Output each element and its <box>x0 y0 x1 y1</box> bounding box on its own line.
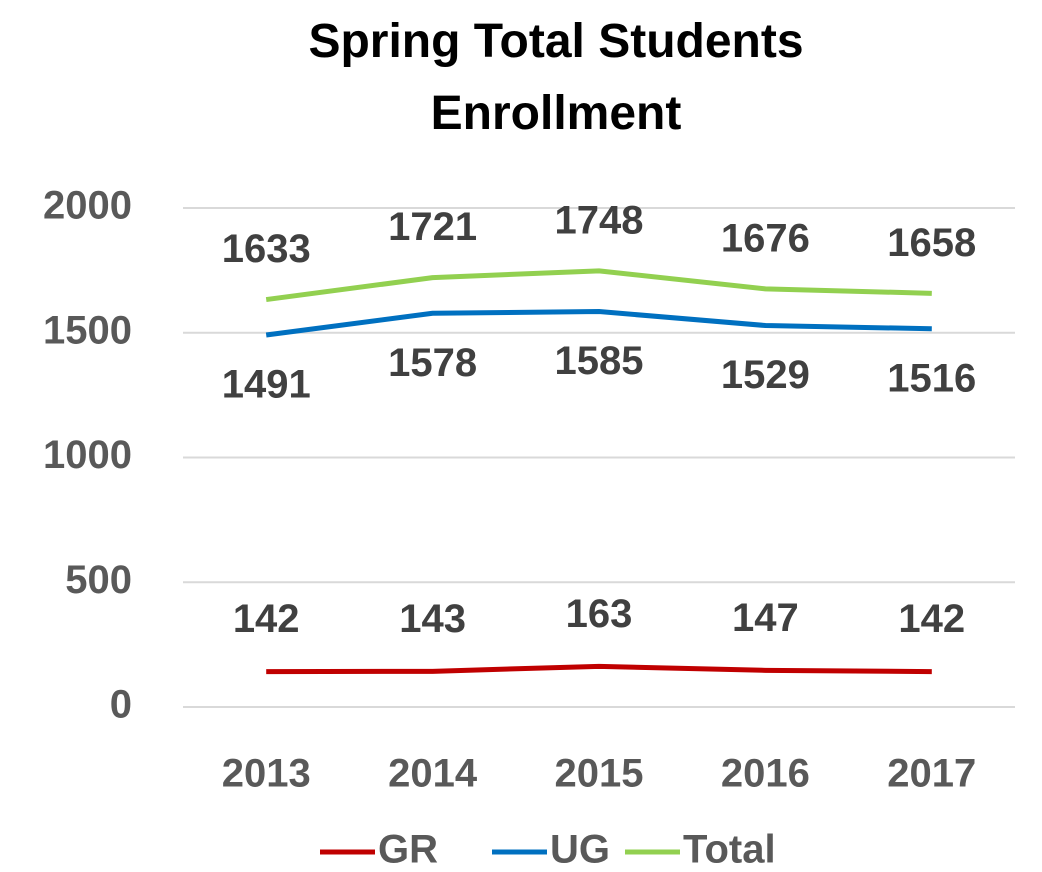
data-label: 1529 <box>721 353 810 397</box>
y-tick-label: 2000 <box>43 184 132 228</box>
series-line <box>265 309 932 338</box>
y-tick-label: 0 <box>110 683 132 727</box>
x-tick-label: 2017 <box>887 752 976 796</box>
data-label: 1721 <box>388 205 477 249</box>
data-label: 1633 <box>222 227 311 271</box>
series-line <box>265 268 932 303</box>
data-label: 1516 <box>887 356 976 400</box>
legend-label: UG <box>550 828 610 872</box>
legend-label: Total <box>683 828 776 872</box>
y-tick-label: 1000 <box>43 433 132 477</box>
y-tick-label: 500 <box>65 558 132 602</box>
series-line <box>266 663 932 675</box>
data-label: 142 <box>898 597 965 641</box>
data-label: 143 <box>399 597 466 641</box>
y-tick-label: 1500 <box>43 308 132 352</box>
data-label: 1585 <box>555 339 644 383</box>
data-label: 142 <box>233 597 300 641</box>
x-tick-label: 2015 <box>555 752 644 796</box>
x-tick-label: 2013 <box>222 752 311 796</box>
chart-title: Spring Total Students Enrollment <box>308 15 804 140</box>
data-label: 1676 <box>721 216 810 260</box>
x-tick-label: 2014 <box>388 752 478 796</box>
data-label: 1748 <box>555 198 644 242</box>
data-label: 1578 <box>388 341 477 385</box>
data-label: 1491 <box>222 363 311 407</box>
data-label: 163 <box>566 592 633 636</box>
legend-label: GR <box>378 828 438 872</box>
x-tick-label: 2016 <box>721 752 810 796</box>
data-label: 147 <box>732 596 799 640</box>
data-label: 1658 <box>887 221 976 265</box>
